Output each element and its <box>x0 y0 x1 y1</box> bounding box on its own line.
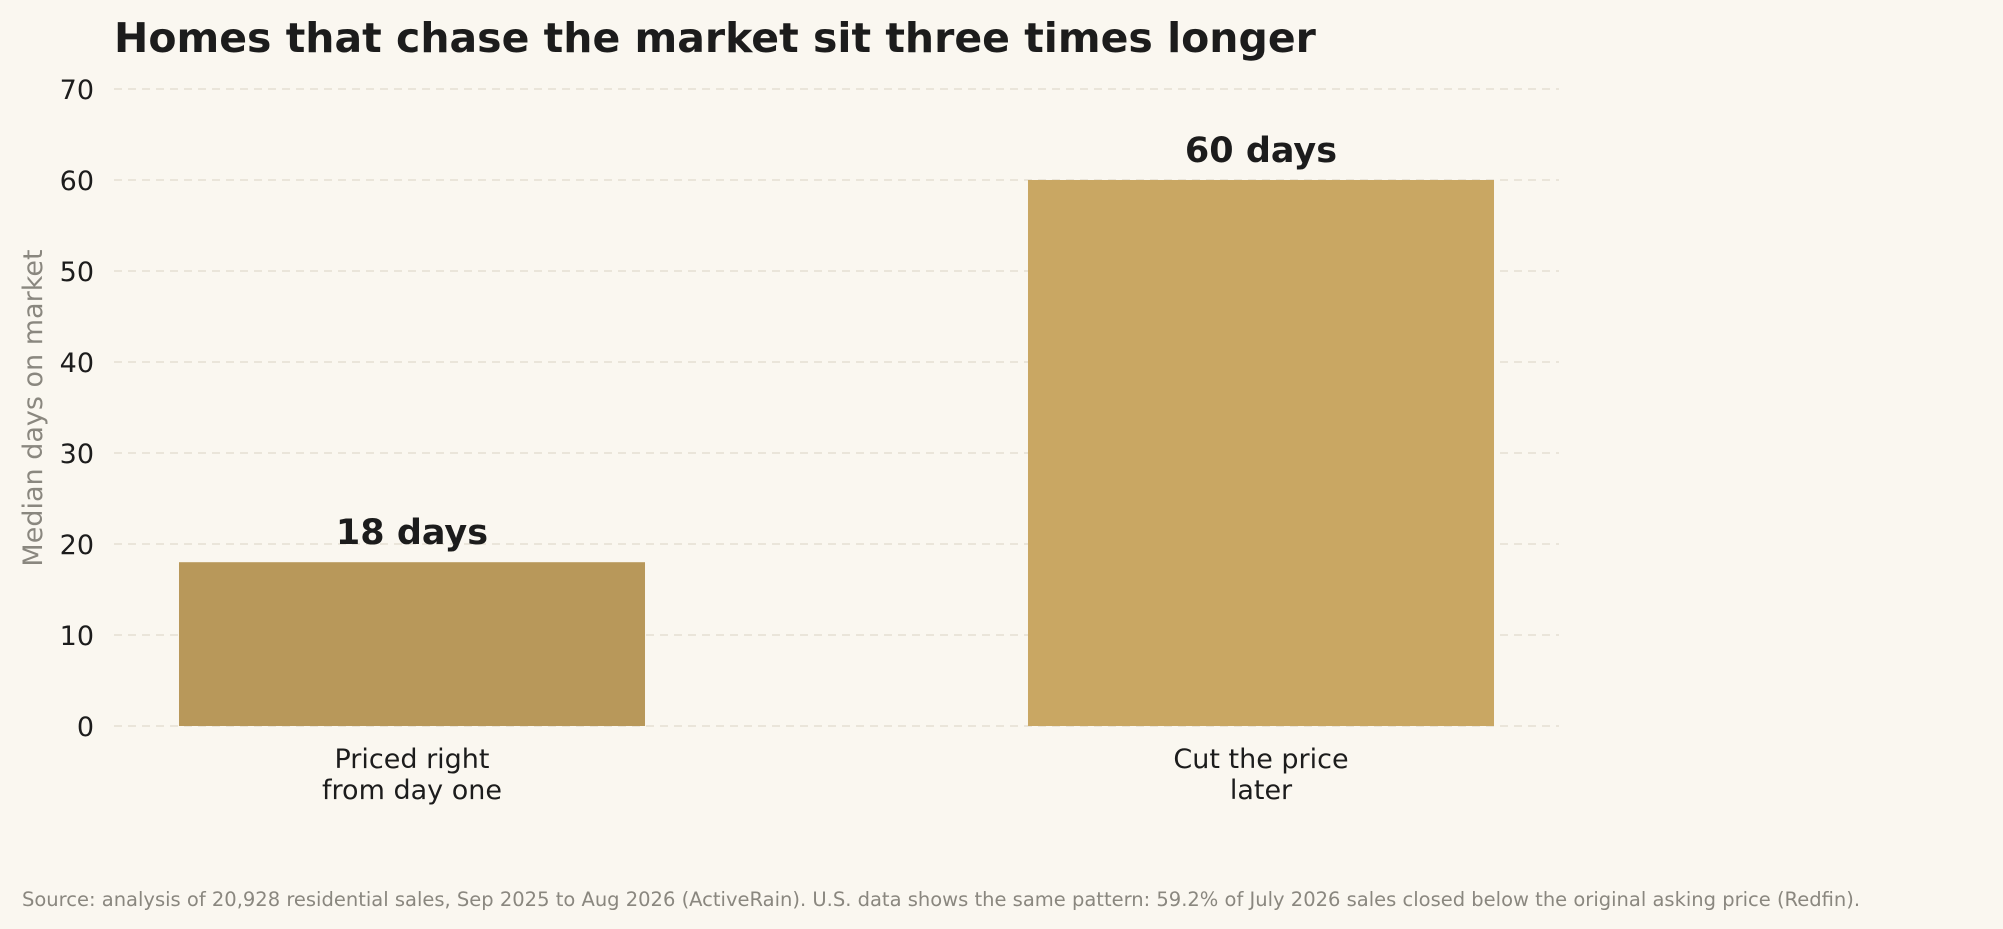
y-tick-label: 20 <box>60 530 94 561</box>
x-category-label: Cut the price <box>1173 744 1348 775</box>
y-tick-label: 30 <box>60 439 94 470</box>
y-tick-label: 70 <box>60 75 94 106</box>
data-label-2: 60 days <box>1185 131 1337 171</box>
y-axis-label: Median days on market <box>18 249 49 566</box>
bars: 18 days 60 days <box>178 131 1495 726</box>
source-note: Source: analysis of 20,928 residential s… <box>22 888 1860 911</box>
bar-2 <box>1027 180 1495 726</box>
x-category-label: later <box>1230 775 1293 806</box>
chart-title: Homes that chase the market sit three ti… <box>114 14 1317 62</box>
y-axis-ticks: 0 10 20 30 40 50 60 70 <box>60 75 94 743</box>
bar-1 <box>178 562 646 726</box>
x-category-label: Priced right <box>334 744 489 775</box>
y-tick-label: 0 <box>77 712 94 743</box>
y-tick-label: 10 <box>60 621 94 652</box>
y-tick-label: 40 <box>60 348 94 379</box>
data-label-1: 18 days <box>336 513 488 553</box>
y-tick-label: 60 <box>60 166 94 197</box>
x-category-label: from day one <box>322 775 502 806</box>
y-tick-label: 50 <box>60 257 94 288</box>
